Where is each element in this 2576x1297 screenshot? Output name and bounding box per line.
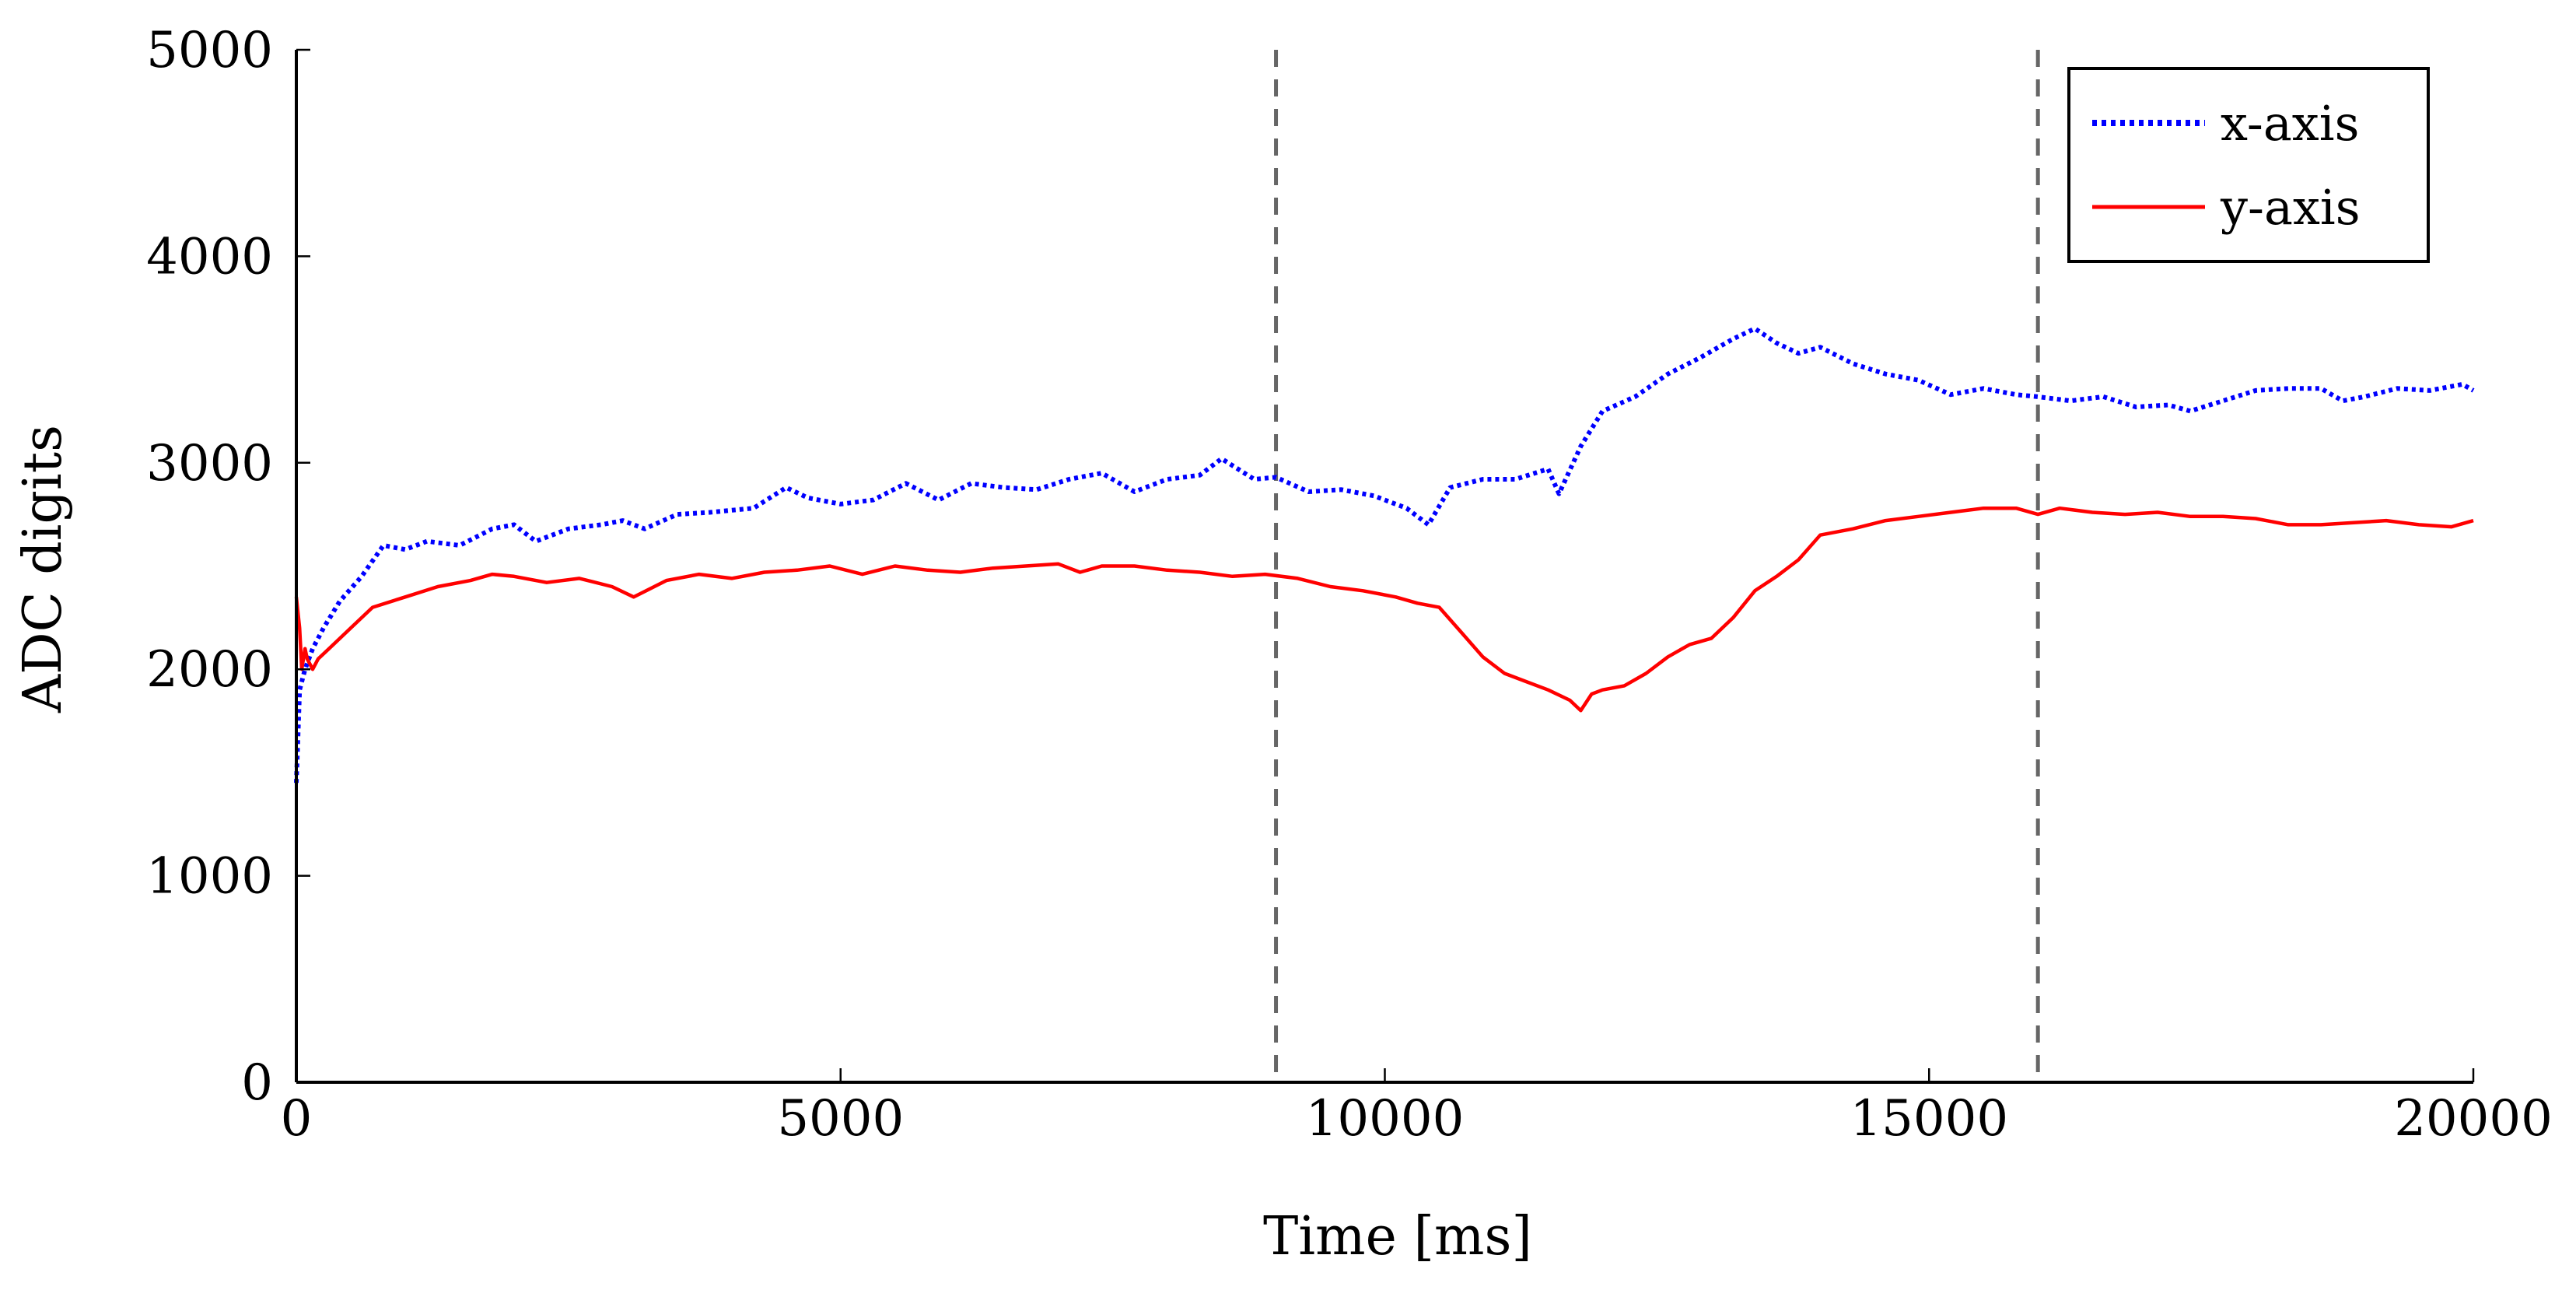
legend-label-x-axis: x-axis <box>2221 95 2359 152</box>
y-tick-label: 1000 <box>146 848 273 906</box>
legend-box <box>2067 67 2430 263</box>
y-tick-label: 4000 <box>146 228 273 286</box>
ticks: 0 5000 10000 15000 20000 0 1000 2000 3000 4000 500… <box>146 22 2553 1148</box>
series-line-x-axis <box>294 326 2475 783</box>
y-axis-title: ADC digits <box>12 425 74 713</box>
legend: x-axis y-axis <box>2067 67 2430 263</box>
vertical-marker-lines <box>1274 50 2040 1082</box>
x-tick-label: 20000 <box>2394 1090 2553 1148</box>
y-tick-label: 0 <box>241 1054 273 1112</box>
x-axis-title: Time [ms] <box>1263 1206 1532 1267</box>
x-tick-label: 5000 <box>777 1090 904 1148</box>
y-tick-label: 5000 <box>146 22 273 79</box>
x-tick-label: 10000 <box>1306 1090 1465 1148</box>
legend-label-y-axis: y-axis <box>2220 179 2361 236</box>
series-layer <box>294 326 2475 783</box>
x-tick-label: 15000 <box>1850 1090 2008 1148</box>
x-tick-label: 0 <box>281 1090 313 1148</box>
series-line-y-axis <box>294 506 2474 713</box>
y-tick-label: 2000 <box>146 641 273 699</box>
y-tick-label: 3000 <box>146 435 273 493</box>
